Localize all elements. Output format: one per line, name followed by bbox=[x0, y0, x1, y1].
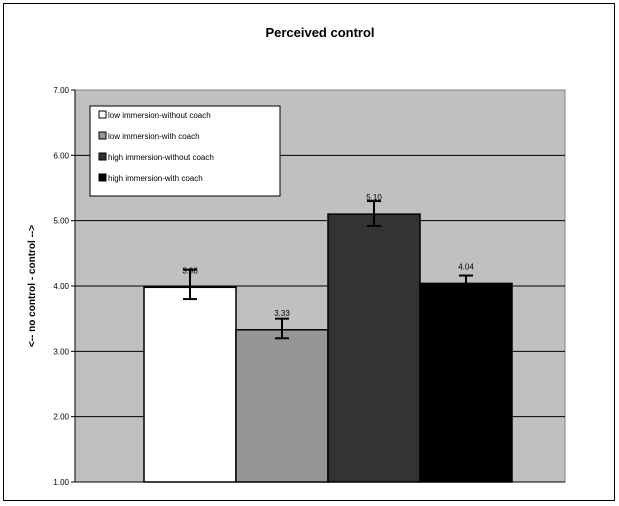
y-tick-label: 4.00 bbox=[53, 282, 69, 291]
data-label: 4.04 bbox=[458, 262, 474, 271]
data-label: 5.10 bbox=[366, 193, 382, 202]
y-axis-label: <-- no control - control --> bbox=[27, 225, 38, 347]
legend-entry: low immersion-with coach bbox=[108, 132, 200, 141]
chart-title: Perceived control bbox=[265, 25, 374, 40]
legend-swatch bbox=[98, 131, 107, 140]
bar bbox=[419, 282, 513, 483]
y-tick-label: 2.00 bbox=[53, 413, 69, 422]
y-tick-label: 5.00 bbox=[53, 217, 69, 226]
legend-swatch bbox=[98, 152, 107, 161]
y-tick-label: 6.00 bbox=[53, 151, 69, 160]
bars: 3.98 3.33 5.10 4.04 bbox=[143, 193, 513, 483]
legend-entry: high immersion-with coach bbox=[108, 174, 203, 183]
bar bbox=[143, 286, 237, 483]
bar bbox=[235, 329, 329, 483]
y-tick-label: 3.00 bbox=[53, 347, 69, 356]
data-label: 3.33 bbox=[274, 309, 290, 318]
legend-swatch bbox=[98, 110, 107, 119]
y-tick-label: 1.00 bbox=[53, 478, 69, 487]
legend: low immersion-without coach low immersion… bbox=[89, 105, 281, 197]
data-label: 3.98 bbox=[182, 266, 198, 275]
legend-swatch bbox=[98, 173, 107, 182]
chart-frame: Perceived control 1.00 2.00 3.00 4.00 5.00 6.… bbox=[3, 3, 615, 501]
bar bbox=[327, 213, 421, 483]
y-tick-label: 7.00 bbox=[53, 86, 69, 95]
legend-entry: high immersion-without coach bbox=[108, 153, 214, 162]
legend-entry: low immersion-without coach bbox=[108, 111, 211, 120]
legend-box bbox=[89, 105, 281, 197]
bar-chart: Perceived control 1.00 2.00 3.00 4.00 5.00 6.… bbox=[27, 25, 566, 487]
